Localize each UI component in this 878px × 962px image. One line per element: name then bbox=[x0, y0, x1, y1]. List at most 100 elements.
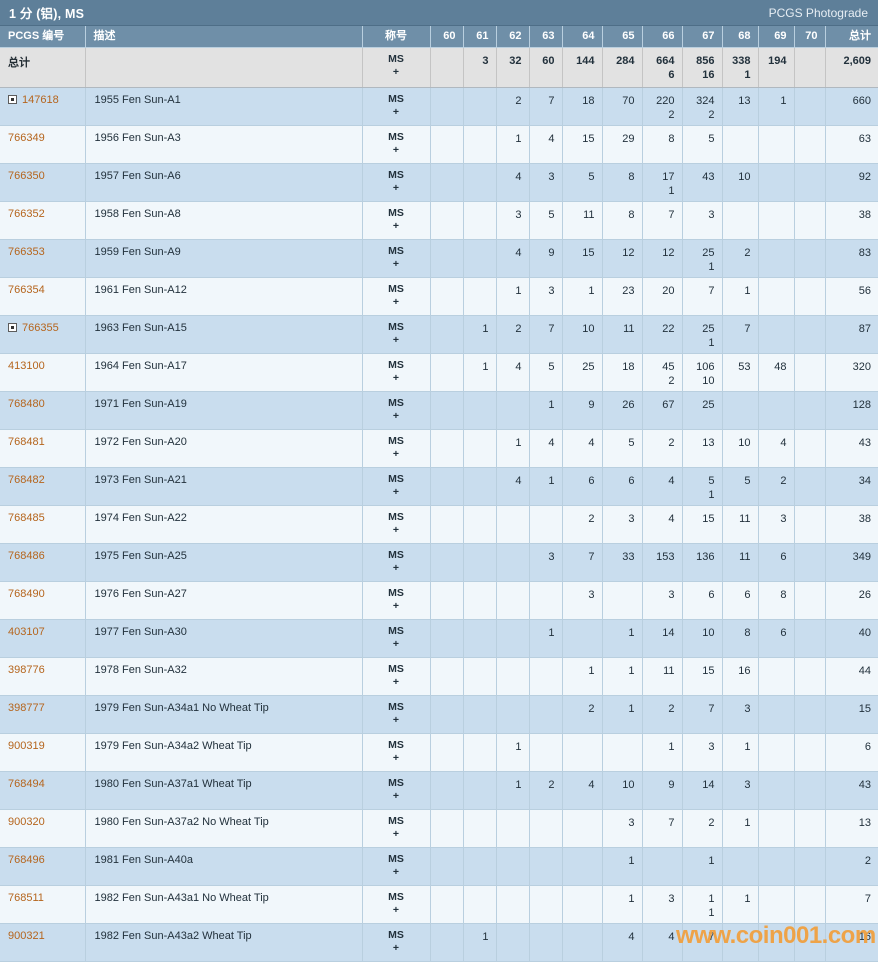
pcgs-number-link[interactable]: 900321 bbox=[8, 930, 45, 942]
grade-count: 6 bbox=[588, 475, 594, 487]
col-header-grade-70[interactable]: 70 bbox=[794, 26, 825, 48]
col-header-total[interactable]: 总计 bbox=[825, 26, 878, 48]
col-header-grade-61[interactable]: 61 bbox=[463, 26, 496, 48]
col-header-grade-65[interactable]: 65 bbox=[602, 26, 642, 48]
pcgs-number-link[interactable]: 900320 bbox=[8, 816, 45, 828]
cell-grade-g69: 6 bbox=[758, 620, 794, 658]
row-total-value: 92 bbox=[826, 164, 878, 184]
col-header-grade-66[interactable]: 66 bbox=[642, 26, 682, 48]
col-header-grade-62[interactable]: 62 bbox=[496, 26, 529, 48]
pcgs-number-link[interactable]: 768494 bbox=[8, 778, 45, 790]
grade-count: 3 bbox=[668, 589, 674, 601]
pcgs-number-link[interactable]: 768485 bbox=[8, 512, 45, 524]
pcgs-number-link[interactable]: 766352 bbox=[8, 208, 45, 220]
description-text: 1980 Fen Sun-A37a2 No Wheat Tip bbox=[86, 810, 362, 828]
pcgs-number-link[interactable]: 766349 bbox=[8, 132, 45, 144]
cell-grade-g63 bbox=[529, 696, 562, 734]
row-total-value: 34 bbox=[826, 468, 878, 488]
pcgs-number-link[interactable]: 147618 bbox=[22, 94, 59, 106]
col-header-grade-68[interactable]: 68 bbox=[722, 26, 758, 48]
cell-grade-g64 bbox=[562, 886, 602, 924]
cell-grade-g61 bbox=[463, 886, 496, 924]
grade-count: 7 bbox=[744, 323, 750, 335]
grade-count: 2 bbox=[780, 475, 786, 487]
cell-grade-g65: 3 bbox=[602, 810, 642, 848]
pcgs-number-link[interactable]: 768482 bbox=[8, 474, 45, 486]
pcgs-number-link[interactable]: 768486 bbox=[8, 550, 45, 562]
col-header-grade-67[interactable]: 67 bbox=[682, 26, 722, 48]
col-header-pcgs-number[interactable]: PCGS 编号 bbox=[0, 26, 85, 48]
col-header-description[interactable]: 描述 bbox=[85, 26, 362, 48]
pcgs-number-link[interactable]: 766354 bbox=[8, 284, 45, 296]
cell-description: 1981 Fen Sun-A40a bbox=[85, 848, 362, 886]
pcgs-number-link[interactable]: 766350 bbox=[8, 170, 45, 182]
pcgs-number-link[interactable]: 766355 bbox=[22, 322, 59, 334]
grade-count: 16 bbox=[738, 665, 750, 677]
row-total-value: 2 bbox=[826, 848, 878, 868]
row-total-value: 660 bbox=[826, 88, 878, 108]
cell-grade-g68 bbox=[722, 126, 758, 164]
designation-value: MS+ bbox=[363, 48, 430, 79]
col-header-grade-69[interactable]: 69 bbox=[758, 26, 794, 48]
cell-grade-g67: 10 bbox=[682, 620, 722, 658]
cell-grade-g64: 5 bbox=[562, 164, 602, 202]
grade-count: 8 bbox=[780, 589, 786, 601]
cell-grade-g70 bbox=[794, 506, 825, 544]
pcgs-number-link[interactable]: 766353 bbox=[8, 246, 45, 258]
cell-grade-g69: 8 bbox=[758, 582, 794, 620]
grade-count: 11 bbox=[739, 513, 750, 525]
pcgs-number-link[interactable]: 768480 bbox=[8, 398, 45, 410]
row-total-value: 7 bbox=[826, 886, 878, 906]
row-total-value: 349 bbox=[826, 544, 878, 564]
row-total-value: 43 bbox=[826, 772, 878, 792]
pcgs-number-link[interactable]: 768511 bbox=[8, 892, 44, 904]
pcgs-number-link[interactable]: 768481 bbox=[8, 436, 45, 448]
grade-count: 1 bbox=[628, 703, 634, 715]
cell-grade-g60 bbox=[430, 582, 463, 620]
designation-main: MS bbox=[388, 93, 404, 105]
cell-grade-g64 bbox=[562, 620, 602, 658]
cell-grade-g66: 14 bbox=[642, 620, 682, 658]
pcgs-number-link[interactable]: 900319 bbox=[8, 740, 45, 752]
expand-icon[interactable] bbox=[8, 323, 17, 332]
designation-main: MS bbox=[388, 245, 404, 257]
cell-grade-g61 bbox=[463, 202, 496, 240]
cell-grade-g68: 1 bbox=[722, 886, 758, 924]
cell-grade-g69 bbox=[758, 278, 794, 316]
cell-row-total: 83 bbox=[825, 240, 878, 278]
grade-count: 23 bbox=[622, 285, 634, 297]
cell-grade-g64: 6 bbox=[562, 468, 602, 506]
cell-grade-g69 bbox=[758, 240, 794, 278]
col-header-designation[interactable]: 称号 bbox=[362, 26, 430, 48]
col-header-grade-63[interactable]: 63 bbox=[529, 26, 562, 48]
grade-count: 1 bbox=[780, 95, 786, 107]
col-header-grade-64[interactable]: 64 bbox=[562, 26, 602, 48]
grade-count: 2 bbox=[548, 779, 554, 791]
pcgs-number-link[interactable]: 768490 bbox=[8, 588, 45, 600]
cell-grade-g60 bbox=[430, 544, 463, 582]
cell-grade-g60 bbox=[430, 810, 463, 848]
pcgs-number-link[interactable]: 768496 bbox=[8, 854, 45, 866]
grade-count: 1 bbox=[708, 893, 714, 905]
cell-designation: MS+ bbox=[362, 468, 430, 506]
expand-icon[interactable] bbox=[8, 95, 17, 104]
grade-count: 338 bbox=[732, 55, 750, 67]
designation-value: MS+ bbox=[363, 544, 430, 575]
cell-description: 1957 Fen Sun-A6 bbox=[85, 164, 362, 202]
grade-count: 4 bbox=[548, 437, 554, 449]
designation-plus: + bbox=[363, 372, 430, 385]
pcgs-number-link[interactable]: 403107 bbox=[8, 626, 45, 638]
designation-main: MS bbox=[388, 929, 404, 941]
col-header-grade-60[interactable]: 60 bbox=[430, 26, 463, 48]
pcgs-number-link[interactable]: 398776 bbox=[8, 664, 45, 676]
pcgs-number-link[interactable]: 398777 bbox=[8, 702, 45, 714]
row-total-value: 26 bbox=[826, 582, 878, 602]
designation-value: MS+ bbox=[363, 278, 430, 309]
cell-designation: MS+ bbox=[362, 164, 430, 202]
panel-title-bar: 1 分 (铝), MS PCGS Photograde bbox=[0, 0, 878, 26]
pcgs-number-link[interactable]: 413100 bbox=[8, 360, 45, 372]
cell-grade-g62 bbox=[496, 848, 529, 886]
grade-count: 2 bbox=[668, 703, 674, 715]
